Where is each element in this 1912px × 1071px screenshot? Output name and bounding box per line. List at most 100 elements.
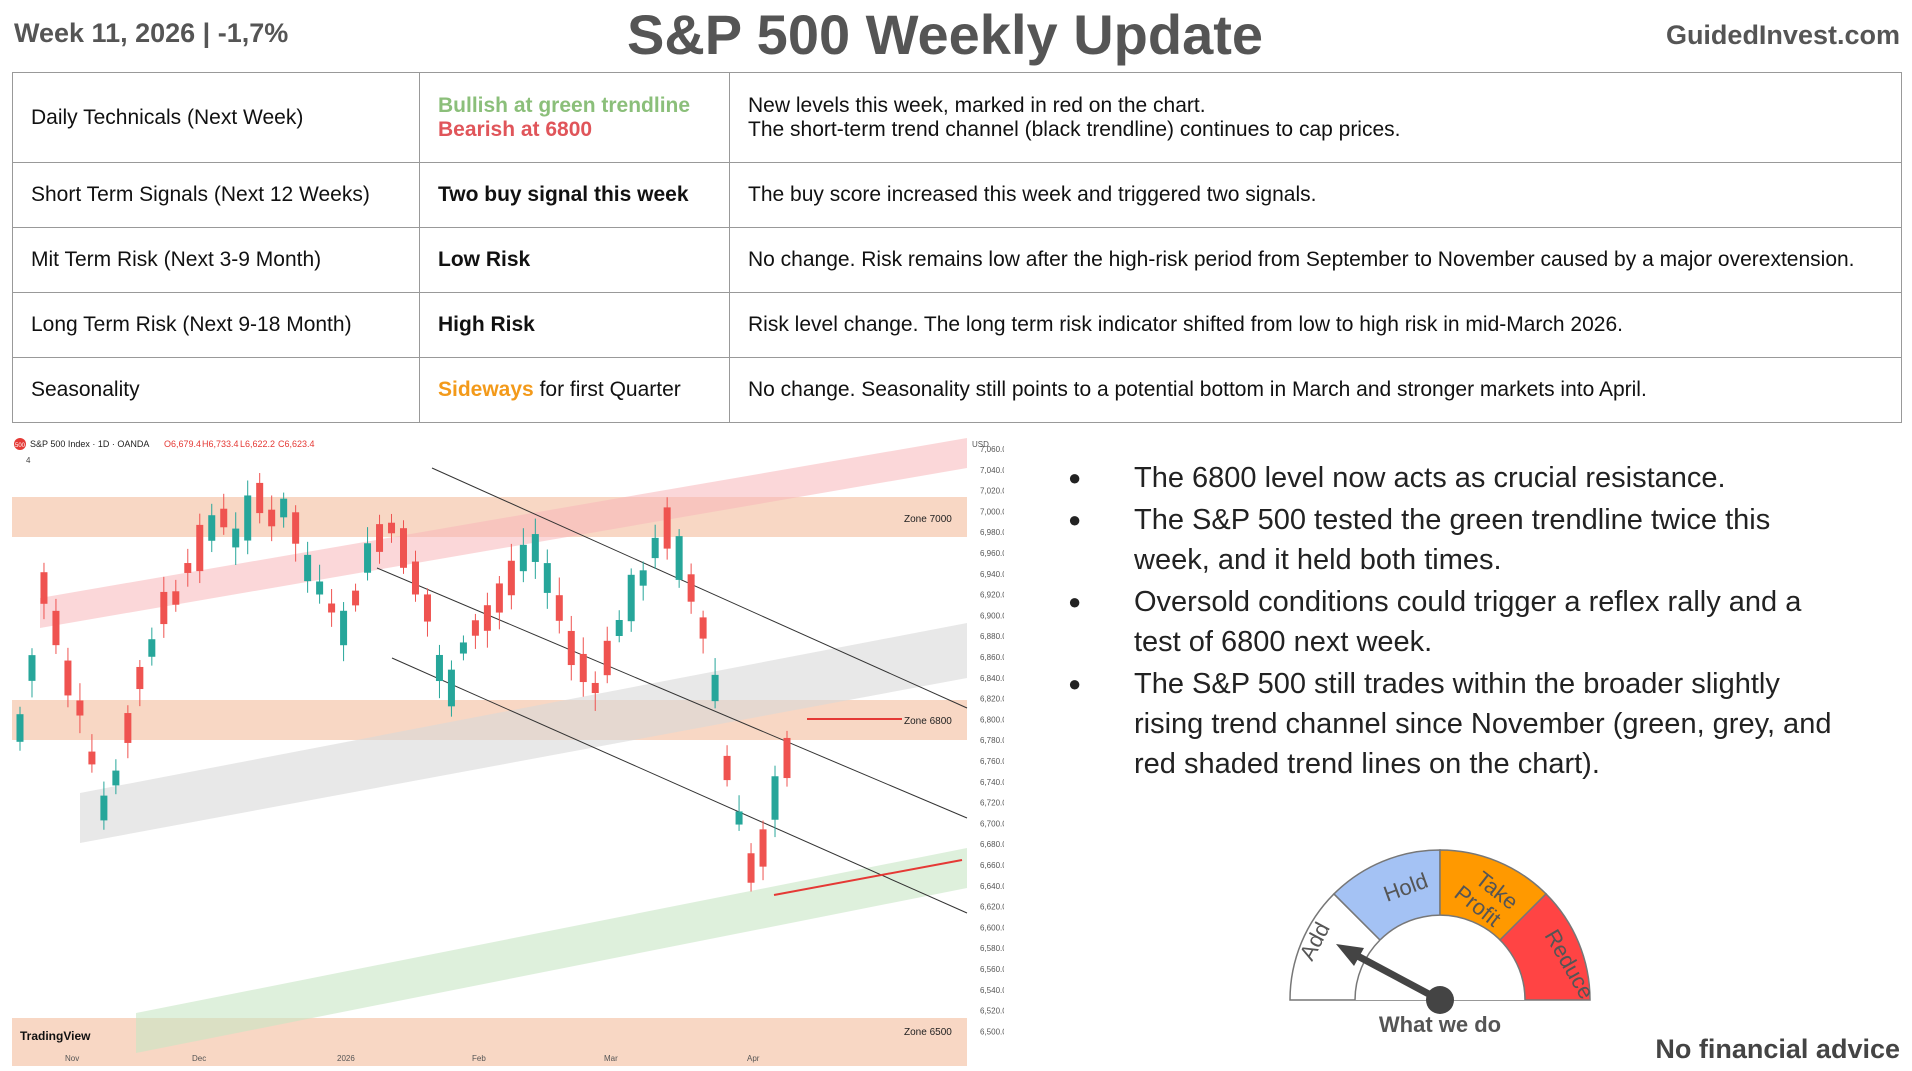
candle-body xyxy=(112,770,120,786)
y-tick-label: 7,060.0 xyxy=(980,445,1004,454)
ohlc-close: C6,623.4 xyxy=(278,439,315,449)
grey-trend-channel xyxy=(80,623,967,843)
table-row: Short Term Signals (Next 12 Weeks) Two b… xyxy=(12,162,1902,228)
row-label: Seasonality xyxy=(12,357,420,423)
y-tick-label: 6,560.0 xyxy=(980,965,1004,974)
note-line: New levels this week, marked in red on t… xyxy=(748,93,1206,117)
candle-body xyxy=(328,603,336,613)
table-row: Daily Technicals (Next Week) Bullish at … xyxy=(12,72,1902,163)
signal-sideways: Sideways xyxy=(438,378,534,401)
indicator-count[interactable]: 4 xyxy=(26,456,31,465)
candle-body xyxy=(579,653,587,683)
gauge-hub xyxy=(1426,986,1454,1014)
candle-body xyxy=(88,751,96,765)
candle-body xyxy=(459,642,467,654)
gauge-caption: What we do xyxy=(1378,1012,1502,1037)
candle-body xyxy=(447,669,455,707)
candle-body xyxy=(555,595,563,621)
candle-body xyxy=(759,829,767,867)
candle-body xyxy=(400,528,407,568)
row-signal: Low Risk xyxy=(419,227,730,293)
y-tick-label: 6,740.0 xyxy=(980,778,1004,787)
candle-body xyxy=(531,534,539,562)
y-tick-label: 6,580.0 xyxy=(980,944,1004,953)
candle-body xyxy=(687,574,695,602)
candle-body xyxy=(280,498,288,518)
candle-body xyxy=(651,537,659,559)
candle-body xyxy=(603,640,611,676)
price-chart: Zone 7000 Zone 6800 Zone 6500 500 S&P 50… xyxy=(12,428,1007,1066)
candle-body xyxy=(232,528,240,548)
candle-body xyxy=(723,755,731,781)
key-points-list: ● The 6800 level now acts as crucial resi… xyxy=(1060,458,1840,786)
black-trendline-lower xyxy=(391,657,968,914)
tradingview-watermark: TradingView xyxy=(20,1029,91,1043)
black-trendline-upper xyxy=(431,467,968,709)
candle-body xyxy=(40,572,48,604)
row-label: Short Term Signals (Next 12 Weeks) xyxy=(12,162,420,228)
bullet-text: The S&P 500 still trades within the broa… xyxy=(1134,668,1832,780)
y-tick-label: 7,040.0 xyxy=(980,466,1004,475)
y-tick-label: 6,540.0 xyxy=(980,986,1004,995)
bullet-icon: ● xyxy=(1068,507,1082,532)
x-tick-label: Apr xyxy=(747,1054,760,1063)
zone-label: Zone 6800 xyxy=(904,716,952,727)
candle-body xyxy=(256,482,264,514)
candle-body xyxy=(567,630,575,666)
x-tick-label: Nov xyxy=(65,1054,79,1063)
candle-body xyxy=(376,524,384,552)
candle-body xyxy=(124,713,132,743)
row-signal: Sideways for first Quarter xyxy=(419,357,730,423)
candle-body xyxy=(507,560,515,596)
row-signal: Bullish at green trendline Bearish at 68… xyxy=(419,72,730,163)
candle-body xyxy=(64,660,72,696)
candle-body xyxy=(184,563,192,573)
row-note: New levels this week, marked in red on t… xyxy=(729,72,1902,163)
note-line: The short-term trend channel (black tren… xyxy=(748,117,1401,141)
red-trend-channel xyxy=(40,438,967,628)
x-tick-label: 2026 xyxy=(337,1054,355,1063)
row-note: No change. Risk remains low after the hi… xyxy=(729,227,1902,293)
candle-body xyxy=(136,666,144,690)
site-name: GuidedInvest.com xyxy=(1665,20,1900,50)
chart-symbol-header[interactable]: S&P 500 Index · 1D · OANDA xyxy=(30,439,149,449)
bullet-icon: ● xyxy=(1068,465,1082,490)
candle-body xyxy=(615,619,623,637)
y-tick-label: 6,500.0 xyxy=(980,1027,1004,1036)
candle-body xyxy=(411,561,419,595)
candle-body xyxy=(471,620,479,636)
gauge-inner-arc xyxy=(1354,939,1381,1001)
bullet-icon: ● xyxy=(1068,589,1082,614)
candle-body xyxy=(495,583,503,613)
signal-bullish: Bullish at green trendline xyxy=(438,93,691,117)
candle-body xyxy=(340,610,348,646)
green-trend-channel xyxy=(136,848,967,1053)
x-tick-label: Feb xyxy=(472,1054,486,1063)
candle-body xyxy=(352,590,360,606)
week-performance: Week 11, 2026 | -1,7% xyxy=(14,18,289,48)
ohlc-low: L6,622.2 xyxy=(240,439,275,449)
y-tick-label: 6,880.0 xyxy=(980,632,1004,641)
candle-body xyxy=(208,515,216,541)
currency-label[interactable]: USD xyxy=(972,440,989,449)
list-item: ● The 6800 level now acts as crucial resi… xyxy=(1060,458,1840,498)
list-item: ● Oversold conditions could trigger a ref… xyxy=(1060,582,1840,662)
candles xyxy=(16,473,791,892)
row-signal: High Risk xyxy=(419,292,730,358)
row-label: Mit Term Risk (Next 3-9 Month) xyxy=(12,227,420,293)
candle-body xyxy=(244,495,252,541)
row-label: Daily Technicals (Next Week) xyxy=(12,72,420,163)
y-tick-label: 6,640.0 xyxy=(980,882,1004,891)
candle-body xyxy=(100,795,108,821)
gauge-needle-tip-icon xyxy=(1336,944,1364,966)
green-trendline-level xyxy=(773,859,963,896)
candle-body xyxy=(711,674,719,702)
list-item: ● The S&P 500 still trades within the bro… xyxy=(1060,664,1840,784)
candle-body xyxy=(699,617,707,639)
bullet-text: The S&P 500 tested the green trendline t… xyxy=(1134,504,1771,576)
candle-body xyxy=(148,639,156,657)
symbol-badge-icon xyxy=(14,438,26,450)
y-tick-label: 7,000.0 xyxy=(980,507,1004,516)
candle-body xyxy=(28,655,36,681)
y-tick-label: 6,900.0 xyxy=(980,611,1004,620)
